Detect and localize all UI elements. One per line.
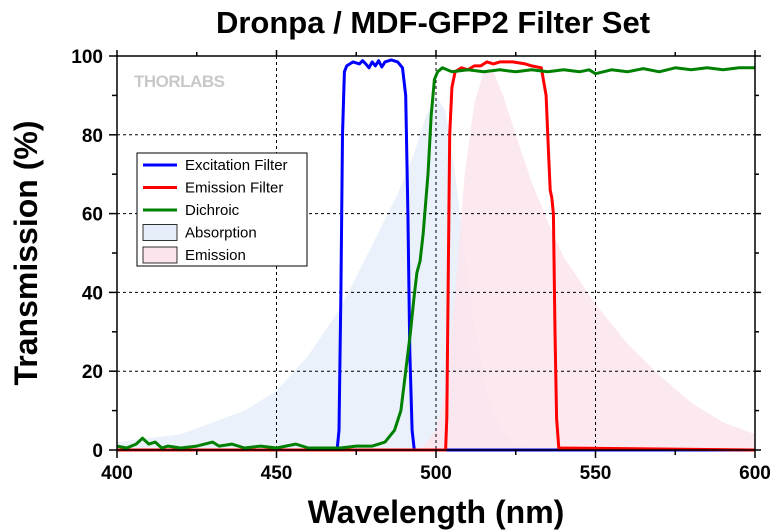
x-tick-label: 550 [580,463,612,484]
legend-label-excitation-filter: Excitation Filter [185,157,288,174]
x-tick-label: 400 [101,463,133,484]
legend-label-emission: Emission [185,247,246,264]
x-tick-label: 600 [739,463,771,484]
x-tick-label: 450 [261,463,293,484]
y-tick-label: 60 [82,205,103,226]
filter-lines [116,58,756,452]
axis-ticks: 400 450 500 550 600 0 20 40 60 80 100 [71,47,771,484]
legend: Excitation Filter Emission Filter Dichroic… [136,152,308,267]
y-tick-label: 80 [82,126,103,147]
y-tick-label: 40 [82,283,103,304]
legend-swatch-absorption [142,224,178,241]
legend-label-emission-filter: Emission Filter [185,180,283,197]
thorlabs-watermark: THORLABS [134,72,225,91]
legend-swatch-emission [142,246,178,264]
emission-filter-line [117,60,756,452]
emission-area [117,71,755,451]
x-axis-label: Wavelength (nm) [308,494,565,530]
chart-title: Dronpa / MDF-GFP2 Filter Set [216,5,650,40]
y-tick-label: 20 [82,362,103,383]
y-tick-label: 100 [71,47,103,68]
y-tick-label: 0 [92,441,103,462]
legend-label-dichroic: Dichroic [185,202,240,219]
grid-lines [117,56,755,450]
y-axis-label: Transmission (%) [8,121,44,386]
excitation-filter-line [117,58,755,452]
dichroic-line [116,66,755,450]
legend-label-absorption: Absorption [185,225,257,242]
x-tick-label: 500 [420,463,452,484]
